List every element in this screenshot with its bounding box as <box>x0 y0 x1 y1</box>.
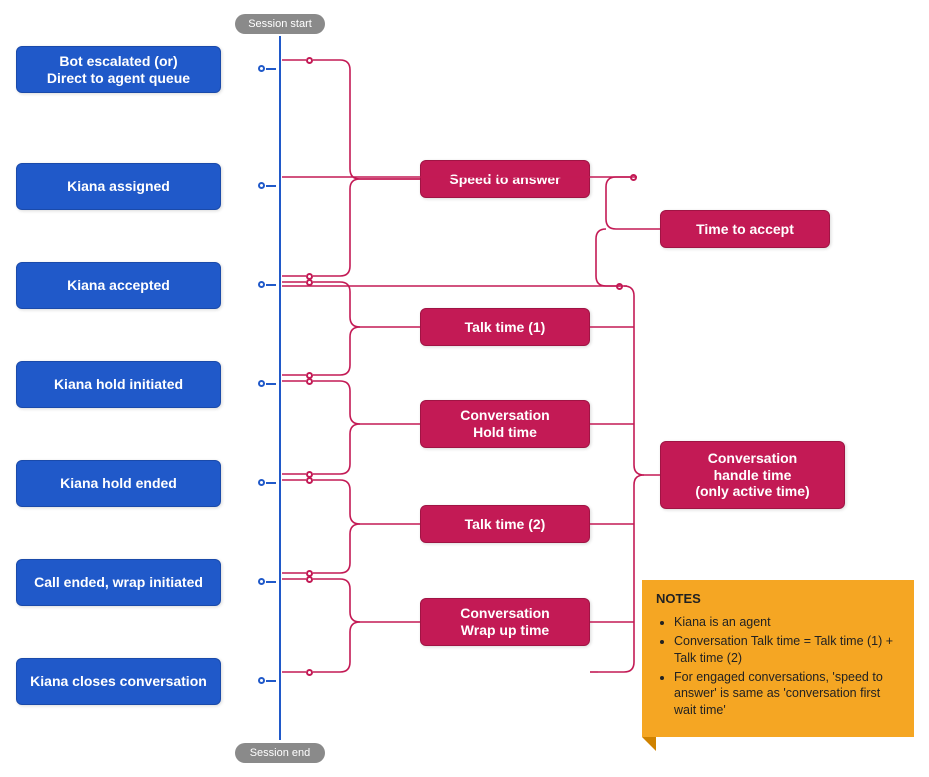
bracket-dot <box>306 477 313 484</box>
note-item: Kiana is an agent <box>674 614 900 631</box>
metric-conv-hold-time: Conversation Hold time <box>420 400 590 448</box>
metric-conv-wrap-time: Conversation Wrap up time <box>420 598 590 646</box>
event-dot <box>258 380 265 387</box>
timeline-axis <box>279 36 281 740</box>
tick <box>266 284 276 287</box>
event-kiana-assigned: Kiana assigned <box>16 163 221 210</box>
note-fold-icon <box>642 737 656 751</box>
bracket-dot <box>306 57 313 64</box>
session-start-pill: Session start <box>235 14 325 34</box>
event-closes-conversation: Kiana closes conversation <box>16 658 221 705</box>
notes-panel: NOTES Kiana is an agent Conversation Tal… <box>642 580 914 737</box>
metric-talk-time-2: Talk time (2) <box>420 505 590 543</box>
bracket-dot <box>306 669 313 676</box>
notes-list: Kiana is an agent Conversation Talk time… <box>656 614 900 719</box>
bracket-dot <box>306 378 313 385</box>
tick <box>266 680 276 683</box>
event-dot <box>258 578 265 585</box>
tick <box>266 383 276 386</box>
tick <box>266 581 276 584</box>
event-hold-ended: Kiana hold ended <box>16 460 221 507</box>
session-end-pill: Session end <box>235 743 325 763</box>
notes-title: NOTES <box>656 591 701 606</box>
event-hold-initiated: Kiana hold initiated <box>16 361 221 408</box>
note-item: Conversation Talk time = Talk time (1) +… <box>674 633 900 667</box>
event-call-ended: Call ended, wrap initiated <box>16 559 221 606</box>
bracket-dot <box>616 283 623 290</box>
tick <box>266 185 276 188</box>
event-dot <box>258 182 265 189</box>
session-start-label: Session start <box>248 18 312 30</box>
bracket-dot <box>306 576 313 583</box>
tick <box>266 68 276 71</box>
event-dot <box>258 65 265 72</box>
event-bot-escalated: Bot escalated (or) Direct to agent queue <box>16 46 221 93</box>
metric-talk-time-1: Talk time (1) <box>420 308 590 346</box>
bracket-dot <box>306 279 313 286</box>
session-end-label: Session end <box>250 747 311 759</box>
metric-speed-to-answer: Speed to answer <box>420 160 590 198</box>
metric-time-to-accept: Time to accept <box>660 210 830 248</box>
diagram-canvas: { "layout": { "canvas": { "width": 929, … <box>0 0 929 777</box>
event-kiana-accepted: Kiana accepted <box>16 262 221 309</box>
bracket-dot <box>630 174 637 181</box>
event-dot <box>258 677 265 684</box>
event-dot <box>258 479 265 486</box>
event-dot <box>258 281 265 288</box>
metric-conv-handle-time: Conversation handle time (only active ti… <box>660 441 845 509</box>
note-item: For engaged conversations, 'speed to ans… <box>674 669 900 720</box>
tick <box>266 482 276 485</box>
